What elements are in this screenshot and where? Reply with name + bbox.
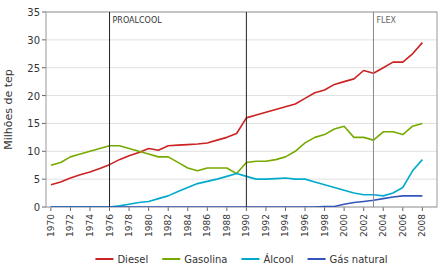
x-tick [383, 207, 384, 211]
x-tick [89, 207, 90, 211]
grid-line [46, 39, 437, 40]
legend-swatch [95, 258, 113, 260]
x-tick-label: 2000 [339, 214, 349, 237]
x-tick [422, 207, 423, 211]
x-tick-label: 1970 [46, 214, 56, 237]
y-tick [42, 207, 46, 208]
legend-label: Gás natural [330, 254, 388, 265]
plot-frame [46, 12, 437, 207]
x-tick-label: 1998 [320, 214, 330, 237]
x-tick-label: 1992 [261, 214, 271, 237]
legend-item: Álcool [241, 253, 293, 265]
y-tick [42, 123, 46, 124]
y-axis-label: Milhões de tep [2, 69, 15, 150]
vline-label: PROALCOOL [113, 16, 163, 25]
x-tick [187, 207, 188, 211]
grid-line [46, 179, 437, 180]
y-tick-label: 25 [27, 63, 40, 74]
x-tick-label: 1972 [65, 214, 75, 237]
grid-line [46, 123, 437, 124]
x-tick-label: 1980 [144, 214, 154, 237]
x-tick-label: 1978 [124, 214, 134, 237]
x-tick [70, 207, 71, 211]
x-tick [363, 207, 364, 211]
y-tick [42, 12, 46, 13]
grid [46, 12, 437, 207]
legend-swatch [241, 258, 259, 260]
x-tick [305, 207, 306, 211]
legend-label: Álcool [263, 253, 293, 265]
chart: 0 5 10 15 20 25 30 35 1970 1972 1974 1976 1978 1980 19… [0, 0, 447, 271]
series-line [51, 160, 422, 207]
x-tick [207, 207, 208, 211]
y-tick-label: 0 [34, 202, 40, 213]
vline-label: FLEX [376, 16, 396, 25]
x-tick-label: 1988 [222, 214, 232, 237]
series-line [51, 43, 422, 185]
legend: Diesel Gasolina Álcool Gás natural [95, 253, 387, 265]
x-tick [109, 207, 110, 211]
legend-item: Gás natural [308, 254, 388, 265]
x-tick [148, 207, 149, 211]
x-tick [402, 207, 403, 211]
legend-item: Diesel [95, 254, 148, 265]
vline [246, 12, 247, 207]
y-tick [42, 179, 46, 180]
y-tick-label: 35 [27, 7, 40, 18]
x-tick [50, 207, 51, 211]
x-tick-label: 1984 [183, 214, 193, 237]
x-tick [129, 207, 130, 211]
vline [109, 12, 110, 207]
x-tick [246, 207, 247, 211]
x-tick [324, 207, 325, 211]
y-tick [42, 95, 46, 96]
x-tick-label: 1974 [85, 214, 95, 237]
legend-label: Diesel [117, 254, 148, 265]
x-tick-label: 2006 [398, 214, 408, 237]
x-tick-label: 1994 [280, 214, 290, 237]
y-tick [42, 39, 46, 40]
x-tick-label: 1986 [202, 214, 212, 237]
x-tick [226, 207, 227, 211]
x-tick-label: 1976 [105, 214, 115, 237]
x-tick [265, 207, 266, 211]
x-tick-label: 1982 [163, 214, 173, 237]
grid-line [46, 67, 437, 68]
y-tick-label: 10 [27, 146, 40, 157]
x-tick-label: 2002 [359, 214, 369, 237]
legend-swatch [162, 258, 180, 260]
series-line [51, 123, 422, 173]
series-group [51, 43, 422, 207]
legend-label: Gasolina [184, 254, 227, 265]
x-tick-label: 1996 [300, 214, 310, 237]
y-tick-label: 5 [34, 174, 40, 185]
legend-swatch [308, 258, 326, 260]
y-tick [42, 151, 46, 152]
x-tick [168, 207, 169, 211]
y-tick-label: 20 [27, 91, 40, 102]
x-tick-label: 2008 [417, 214, 427, 237]
y-tick-label: 15 [27, 118, 40, 129]
vline-group [110, 12, 374, 207]
grid-line [46, 95, 437, 96]
x-tick [344, 207, 345, 211]
grid-line [46, 151, 437, 152]
series-line [51, 196, 422, 207]
vline [373, 12, 374, 207]
y-tick [42, 67, 46, 68]
y-tick-label: 30 [27, 35, 40, 46]
x-tick [285, 207, 286, 211]
x-tick-label: 2004 [378, 214, 388, 237]
legend-item: Gasolina [162, 254, 227, 265]
x-tick-label: 1990 [241, 214, 251, 237]
